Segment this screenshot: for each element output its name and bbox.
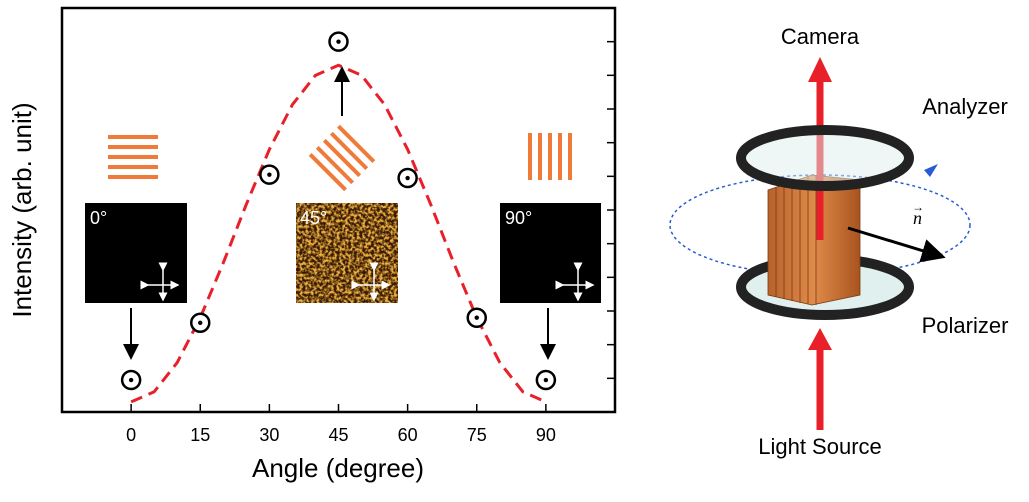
vector-arrow: → — [912, 200, 924, 214]
chart: Angle (degree) Intensity (arb. unit) 0° … — [7, 8, 615, 483]
rotation-arrowhead — [924, 164, 938, 177]
figure: Angle (degree) Intensity (arb. unit) 0° … — [0, 0, 1029, 497]
stripes-0 — [108, 137, 158, 177]
x-axis-label: Angle (degree) — [252, 453, 424, 483]
data-point-center — [267, 172, 271, 176]
camera-arrowhead — [808, 57, 832, 82]
data-point-center — [198, 321, 202, 325]
stripes-90 — [530, 133, 570, 180]
y-axis-label: Intensity (arb. unit) — [7, 102, 37, 317]
inset-label: 45° — [300, 208, 327, 228]
inset-label: 0° — [90, 208, 107, 228]
data-point-center — [129, 378, 133, 382]
analyzer-ring — [741, 130, 909, 186]
polarizer-label: Polarizer — [922, 313, 1009, 338]
sample-plates — [768, 175, 860, 305]
light-source-label: Light Source — [758, 434, 882, 459]
x-tick-label: 0 — [126, 425, 136, 445]
light-arrowhead — [808, 328, 832, 350]
analyzer-label: Analyzer — [922, 94, 1008, 119]
stripes-45 — [310, 126, 374, 190]
x-tick-label: 60 — [398, 425, 418, 445]
inset-label: 90° — [505, 208, 532, 228]
data-point-center — [405, 176, 409, 180]
director-vector — [848, 228, 940, 256]
x-tick-label: 15 — [190, 425, 210, 445]
x-tick-label: 30 — [259, 425, 279, 445]
camera-label: Camera — [781, 24, 860, 49]
x-tick-label: 75 — [467, 425, 487, 445]
x-tick-label: 45 — [328, 425, 348, 445]
data-point-center — [544, 378, 548, 382]
x-tick-label: 90 — [536, 425, 556, 445]
diagram: n → Camera Analyzer Polarizer Light Sour… — [670, 24, 1008, 459]
data-point-center — [475, 316, 479, 320]
data-point-center — [336, 39, 340, 43]
